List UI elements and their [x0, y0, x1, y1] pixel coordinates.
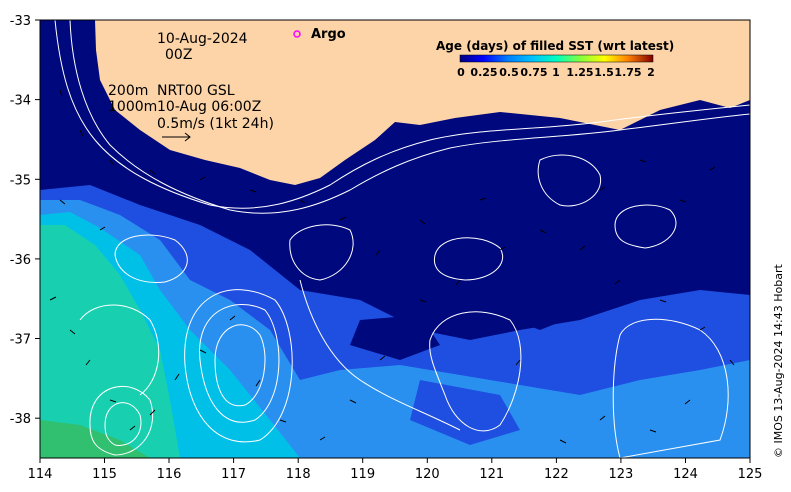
legend-tick-labels: 0 0.25 0.5 0.75 1 1.25 1.5 1.75 2 — [457, 66, 655, 79]
argo-label: Argo — [311, 27, 346, 42]
argo-marker — [293, 30, 301, 38]
legend-tick: 2 — [647, 66, 655, 79]
lat-label: -35 — [10, 173, 31, 188]
map-plot-area — [40, 20, 750, 458]
lon-label: 121 — [479, 467, 504, 482]
product-label: NRT00 GSL — [157, 83, 235, 99]
lat-label: -33 — [10, 14, 31, 29]
legend-title: Age (days) of filled SST (wrt latest) — [436, 39, 674, 53]
scale-label: 0.5m/s (1kt 24h) — [157, 116, 274, 132]
map-date: 10-Aug-2024 — [157, 31, 248, 47]
scale-arrow — [162, 132, 191, 142]
depth-1000-label: 1000m — [108, 99, 157, 115]
lon-label: 120 — [415, 467, 440, 482]
legend-tick: 1.25 — [566, 66, 593, 79]
lat-label: -36 — [10, 253, 31, 268]
contour-lines — [54, 20, 750, 458]
credit-text: © IMOS 13-Aug-2024 14:43 Hobart — [772, 264, 785, 458]
depth-200-label: 200m — [108, 83, 148, 99]
lon-label: 124 — [673, 467, 698, 482]
product-time: 10-Aug 06:00Z — [157, 99, 261, 115]
lat-label: -38 — [10, 412, 31, 427]
legend-tick: 1.75 — [614, 66, 641, 79]
lon-label: 122 — [544, 467, 569, 482]
legend-tick: 0 — [457, 66, 465, 79]
lon-label: 115 — [92, 467, 117, 482]
lon-ticks — [39, 458, 751, 463]
sst-patch-teal — [40, 225, 180, 458]
lat-label: -37 — [10, 333, 31, 348]
current-vectors — [49, 89, 735, 444]
legend-tick: 0.75 — [520, 66, 547, 79]
legend-colorbar — [459, 54, 654, 63]
lon-label: 114 — [28, 467, 53, 482]
lat-tick-labels: -33 -34 -35 -36 -37 -38 — [10, 14, 31, 427]
legend-tick: 0.5 — [499, 66, 519, 79]
lon-label: 123 — [608, 467, 633, 482]
legend-tick: 0.25 — [470, 66, 497, 79]
lon-tick-labels: 114 115 116 117 118 119 120 121 122 123 … — [28, 467, 763, 482]
plot-frame — [39, 19, 751, 459]
sst-patch-deep-1 — [350, 315, 440, 360]
lon-label: 116 — [157, 467, 182, 482]
lat-ticks — [35, 19, 40, 419]
lon-label: 119 — [350, 467, 375, 482]
lon-label: 118 — [286, 467, 311, 482]
sst-patch-deep-2 — [500, 285, 590, 330]
legend-tick: 1.5 — [594, 66, 614, 79]
lon-label: 125 — [738, 467, 763, 482]
lon-label: 117 — [221, 467, 246, 482]
legend-tick: 1 — [552, 66, 560, 79]
lat-label: -34 — [10, 94, 31, 109]
sst-patch-green — [40, 420, 150, 458]
map-time: 00Z — [165, 47, 192, 63]
